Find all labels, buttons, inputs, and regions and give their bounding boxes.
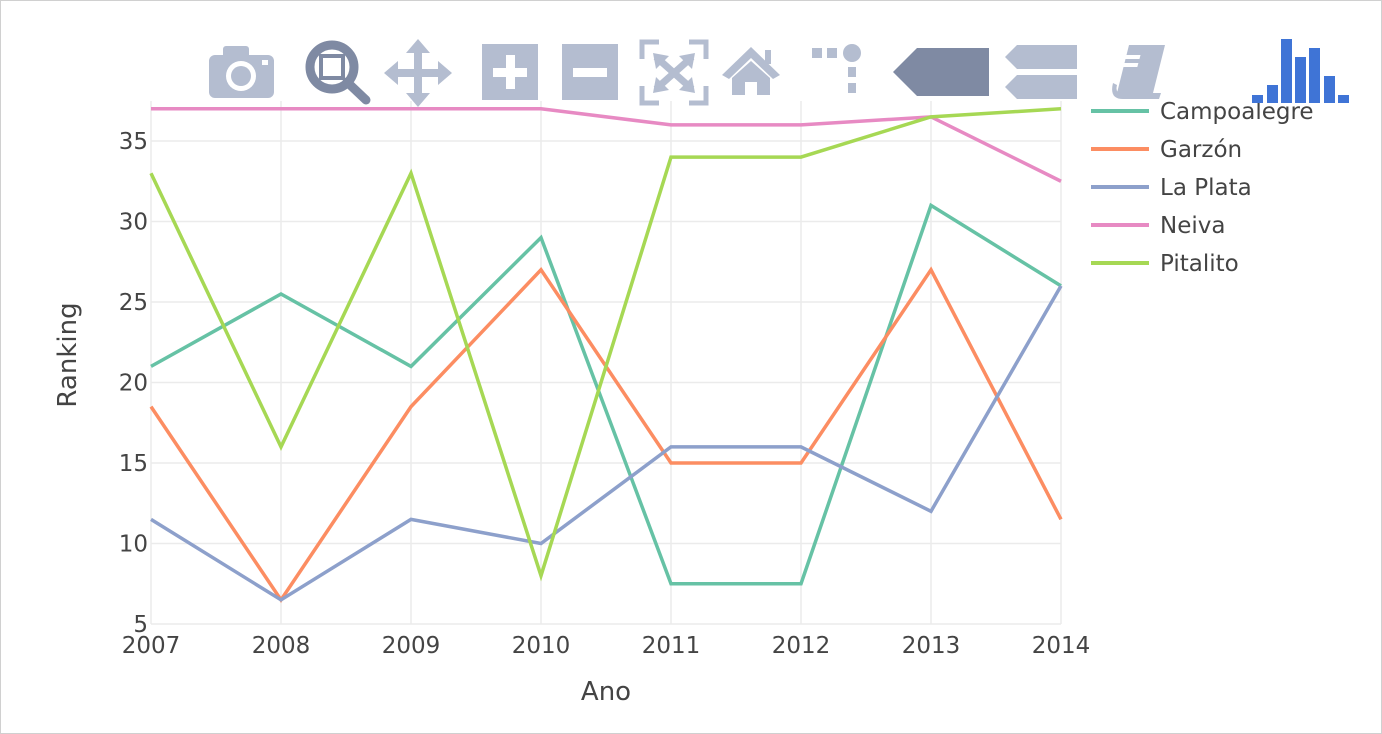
x-axis-title: Ano [581,677,631,707]
spike-lines-icon[interactable] [812,44,861,93]
y-axis: 5 10 15 20 25 30 35 [119,129,148,638]
legend: Campoalegre Garzón La Plata Neiva Pitalito [1091,99,1314,277]
legend-item[interactable]: La Plata [1091,175,1252,201]
camera-icon[interactable] [209,46,274,98]
zoom-icon[interactable] [305,40,371,105]
x-tick-label: 2007 [122,633,181,659]
zoom-in-icon[interactable] [482,44,538,100]
legend-item[interactable]: Campoalegre [1091,99,1314,125]
x-tick-label: 2009 [382,633,441,659]
autoscale-icon[interactable] [639,39,709,106]
series-line-la-plata[interactable] [150,285,1063,602]
series-line-neiva[interactable] [151,107,1062,183]
zoom-out-icon[interactable] [562,44,618,100]
legend-label: Pitalito [1160,251,1239,277]
y-tick-label: 10 [119,532,148,558]
x-tick-label: 2014 [1032,633,1091,659]
pan-icon[interactable] [384,39,452,107]
y-tick-label: 5 [133,612,148,638]
legend-label: La Plata [1160,175,1252,201]
x-tick-label: 2011 [642,633,701,659]
x-tick-label: 2013 [902,633,961,659]
y-tick-label: 25 [119,290,148,316]
series-lines [149,107,1063,603]
y-axis-title: Ranking [53,302,83,407]
series-line-campoalegre[interactable] [150,202,1062,586]
y-tick-label: 35 [119,129,148,155]
series-line-pitalito[interactable] [149,107,1062,582]
legend-label: Garzón [1160,137,1242,163]
hover-closest-icon[interactable] [893,48,989,96]
legend-label: Neiva [1160,213,1225,239]
legend-item[interactable]: Neiva [1091,213,1225,239]
y-tick-label: 20 [119,371,148,397]
plotly-logo-icon[interactable] [1252,39,1349,103]
x-axis: 2007 2008 2009 2010 2011 2012 2013 2014 [122,633,1091,659]
y-tick-label: 15 [119,451,148,477]
legend-item[interactable]: Garzón [1091,137,1242,163]
x-tick-label: 2012 [772,633,831,659]
x-tick-label: 2010 [512,633,571,659]
legend-item[interactable]: Pitalito [1091,251,1239,277]
modebar [209,39,1349,107]
edit-in-chart-studio-icon[interactable] [1112,45,1165,99]
y-tick-label: 30 [119,210,148,236]
legend-label: Campoalegre [1160,99,1314,125]
hover-compare-icon[interactable] [1005,45,1077,99]
x-tick-label: 2008 [252,633,311,659]
home-icon[interactable] [722,47,780,95]
